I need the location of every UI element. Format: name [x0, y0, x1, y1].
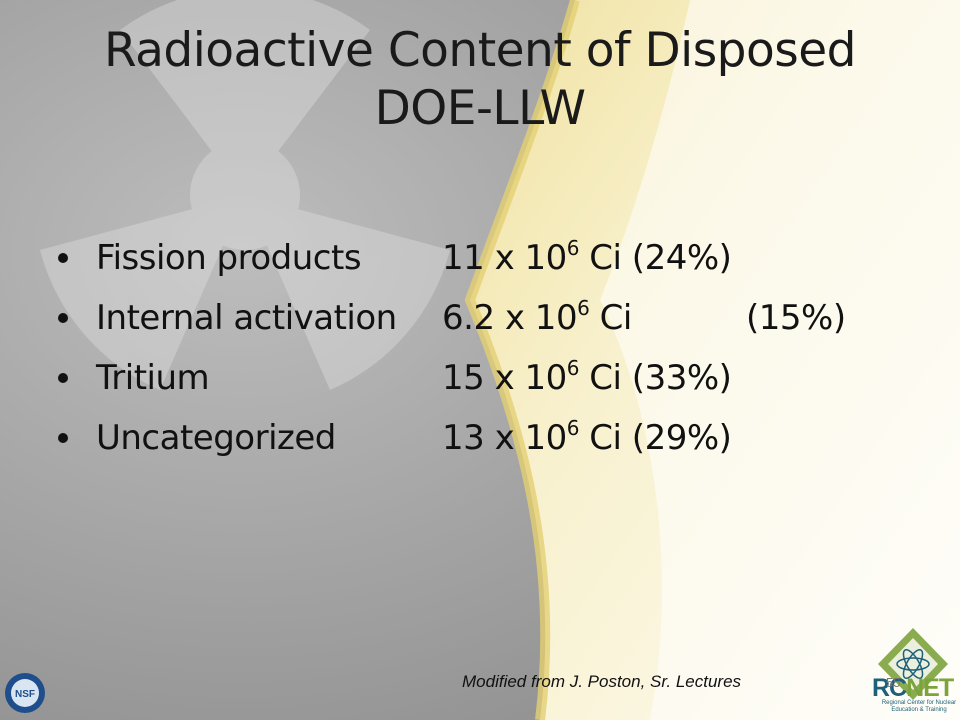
rcnet-logo-icon: [878, 628, 948, 700]
rcnet-logo-text: RCNET: [872, 674, 954, 702]
list-item: Fission products 11 x 106 Ci (24%): [58, 236, 918, 296]
source-credit: Modified from J. Poston, Sr. Lectures: [462, 672, 742, 691]
bullet-icon: [58, 253, 68, 263]
item-label: Uncategorized: [96, 418, 336, 458]
rcnet-subtitle: Regional Center for Nuclear Education & …: [881, 700, 957, 713]
item-value: 11 x 106 Ci (24%): [442, 236, 732, 278]
list-item: Internal activation 6.2 x 106 Ci (15%): [58, 296, 918, 356]
slide-title: Radioactive Content of Disposed DOE-LLW: [103, 23, 857, 136]
slide-number: 55: [886, 675, 901, 690]
item-value: 6.2 x 106 Ci: [442, 296, 632, 338]
item-value: 15 x 106 Ci (33%): [442, 356, 732, 398]
item-label: Fission products: [96, 238, 362, 278]
item-value: 13 x 106 Ci (29%): [442, 416, 732, 458]
item-percent: (15%): [746, 298, 846, 338]
item-label: Tritium: [96, 358, 210, 398]
bullet-list: Fission products 11 x 106 Ci (24%) Inter…: [58, 236, 918, 476]
bullet-icon: [58, 433, 68, 443]
nsf-logo-text: NSF: [15, 689, 35, 700]
list-item: Uncategorized 13 x 106 Ci (29%): [58, 416, 918, 476]
bullet-icon: [58, 373, 68, 383]
bullet-icon: [58, 313, 68, 323]
list-item: Tritium 15 x 106 Ci (33%): [58, 356, 918, 416]
nsf-logo-icon: NSF: [5, 673, 45, 713]
radiation-symbol-icon: [40, 0, 450, 390]
item-label: Internal activation: [96, 298, 397, 338]
